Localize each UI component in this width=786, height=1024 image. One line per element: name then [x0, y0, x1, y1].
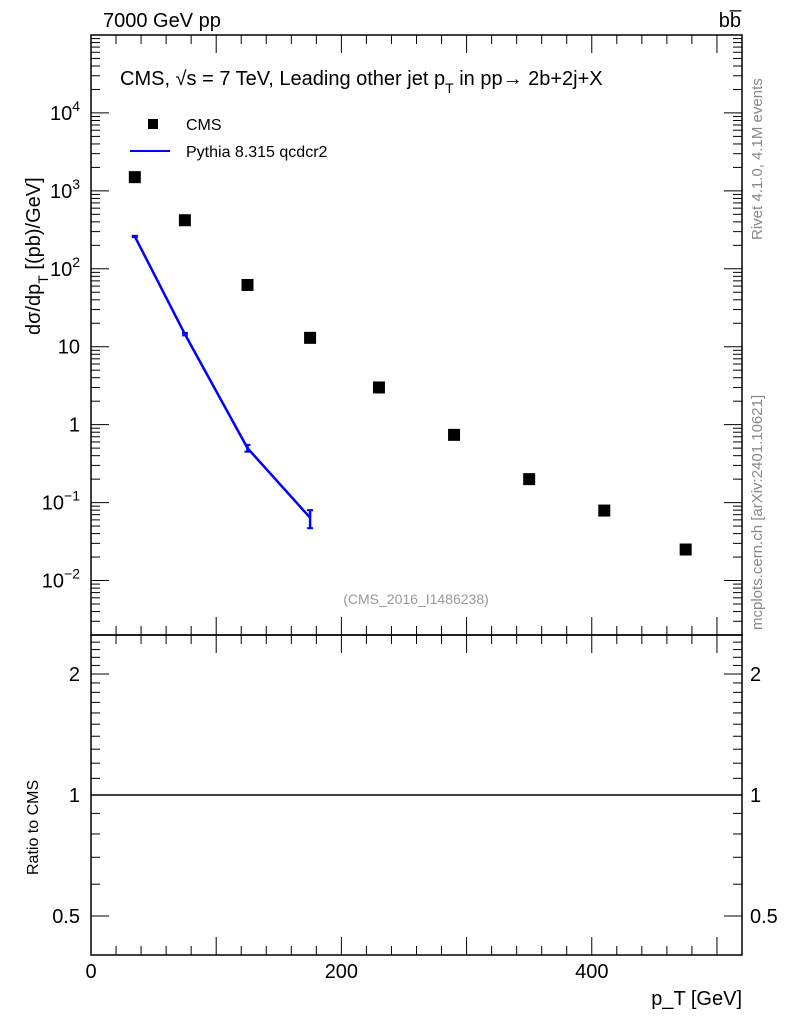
- cms-data-point: [598, 504, 611, 517]
- ratio-y-tick-label: 0.5: [52, 906, 80, 928]
- cms-data-point: [128, 171, 141, 184]
- header-left: 7000 GeV pp: [103, 10, 221, 32]
- plot-title: CMS, √s = 7 TeV, Leading other jet pT in…: [120, 68, 603, 96]
- analysis-id: (CMS_2016_I1486238): [343, 591, 489, 607]
- ratio-y-tick-label-right: 0.5: [750, 906, 778, 928]
- y-tick-label: 1: [69, 415, 80, 437]
- y-tick-label: 104: [50, 98, 80, 125]
- legend-cms-marker: [148, 119, 158, 129]
- header-right: bb̅: [719, 9, 742, 32]
- legend-cms-label: CMS: [186, 117, 222, 134]
- y-tick-label: 10: [58, 337, 80, 359]
- cms-data-point: [304, 331, 317, 344]
- cms-data-point: [372, 381, 385, 394]
- cms-data-point: [448, 428, 461, 441]
- ratio-y-tick-label-right: 2: [750, 664, 761, 686]
- x-tick-label: 0: [85, 961, 96, 983]
- ratio-y-label: Ratio to CMS: [25, 780, 42, 875]
- x-tick-label: 400: [575, 961, 608, 983]
- x-tick-label: 200: [325, 961, 358, 983]
- x-axis-label: p_T [GeV]: [651, 988, 742, 1010]
- y-tick-label: 103: [50, 176, 80, 203]
- cms-data-point: [178, 214, 191, 227]
- y-axis-label: dσ/dpT [(pb)/GeV]: [23, 177, 51, 335]
- legend-pythia-label: Pythia 8.315 qcdcr2: [186, 144, 328, 161]
- rivet-label: Rivet 4.1.0, 4.1M events: [749, 78, 766, 240]
- ratio-y-tick-label-right: 1: [750, 785, 761, 807]
- cms-data-point: [679, 543, 692, 556]
- y-tick-label: 10−2: [42, 566, 80, 593]
- legend: CMS Pythia 8.315 qcdcr2: [130, 117, 328, 161]
- cms-data-point: [523, 473, 536, 486]
- pythia-line: [133, 235, 312, 519]
- y-tick-label: 10−1: [42, 488, 80, 515]
- mcplots-label: mcplots.cern.ch [arXiv:2401.10621]: [749, 395, 766, 630]
- ratio-y-tick-label: 1: [69, 785, 80, 807]
- cms-data-point: [241, 278, 254, 291]
- y-tick-label: 102: [50, 254, 80, 281]
- ratio-y-tick-label: 2: [69, 664, 80, 686]
